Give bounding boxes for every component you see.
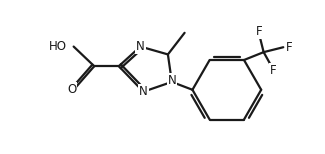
Text: F: F bbox=[286, 41, 293, 54]
Text: F: F bbox=[270, 64, 277, 77]
Text: N: N bbox=[167, 74, 176, 87]
Text: O: O bbox=[67, 83, 76, 96]
Text: N: N bbox=[136, 40, 145, 53]
Text: N: N bbox=[139, 85, 148, 98]
Text: F: F bbox=[255, 25, 262, 38]
Text: HO: HO bbox=[49, 40, 67, 53]
